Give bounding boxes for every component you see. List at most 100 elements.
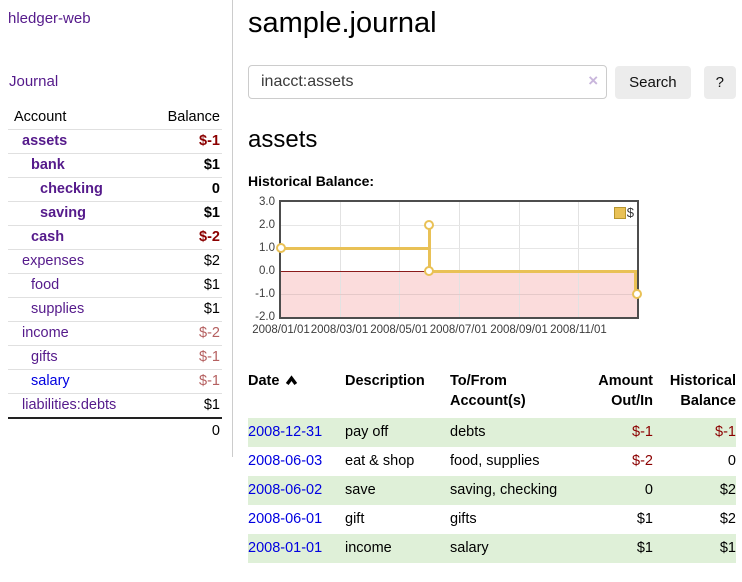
series-line: [281, 246, 430, 250]
transaction-amount: $-1: [632, 423, 653, 440]
page-title: sample.journal: [248, 7, 437, 39]
account-link-liabilities-debts[interactable]: liabilities:debts: [22, 397, 117, 413]
account-balance: $1: [145, 393, 222, 419]
x-tick: 2008/09/01: [490, 324, 548, 336]
register-row: 2008-12-31 pay off debts $-1 $-1: [248, 417, 736, 447]
search-input[interactable]: [248, 65, 608, 99]
x-tick: 2008/07/01: [429, 324, 488, 336]
register-header-date[interactable]: Date: [248, 369, 345, 418]
accounts-header-row: Account Balance: [8, 106, 222, 130]
register-row: 2008-06-02 save saving, checking 0 $2: [248, 475, 736, 505]
transaction-amount: $-2: [632, 452, 653, 469]
accounts-header-balance: Balance: [167, 109, 220, 125]
accounts-header-account: Account: [14, 109, 67, 125]
account-balance: 0: [145, 177, 222, 202]
transaction-date-link[interactable]: 2008-01-01: [248, 539, 323, 556]
transaction-balance: $-1: [715, 423, 736, 440]
chart-title: Historical Balance:: [248, 173, 375, 189]
transaction-description: gift: [345, 510, 365, 527]
gridline: [518, 202, 520, 317]
transaction-date-link[interactable]: 2008-06-02: [248, 481, 323, 498]
x-tick: 2008/01/01: [252, 324, 310, 336]
y-tick: 3.0: [259, 196, 275, 208]
transaction-date-link[interactable]: 2008-06-01: [248, 510, 323, 527]
register-header-tofrom: To/From Account(s): [450, 373, 526, 410]
account-link-saving[interactable]: saving: [40, 205, 86, 221]
account-row: food $1: [8, 273, 222, 298]
register-row: 2008-06-01 gift gifts $1 $2: [248, 505, 736, 534]
y-tick: -1.0: [255, 288, 275, 300]
clear-search-icon[interactable]: ×: [588, 71, 599, 90]
series-line: [427, 223, 431, 273]
y-tick: 1.0: [259, 242, 275, 254]
transaction-amount: 0: [644, 481, 653, 498]
account-balance: $-1: [145, 345, 222, 370]
search-form: × Search ?: [248, 65, 736, 99]
data-point: [276, 243, 286, 253]
account-balance: $1: [145, 297, 222, 322]
account-link-supplies[interactable]: supplies: [31, 301, 85, 317]
series-line: [429, 269, 637, 273]
account-link-food[interactable]: food: [31, 277, 60, 293]
transaction-accounts: debts: [450, 423, 486, 440]
transaction-accounts: saving, checking: [450, 481, 558, 498]
account-row: gifts $-1: [8, 345, 222, 370]
register-header-row: Date Description To/From Account(s) Amou…: [248, 369, 736, 418]
brand-link[interactable]: hledger-web: [8, 10, 91, 27]
sort-ascending-icon: [285, 372, 298, 392]
transaction-balance: $2: [719, 481, 736, 498]
transaction-accounts: food, supplies: [450, 452, 540, 469]
account-row: supplies $1: [8, 297, 222, 322]
gridline: [458, 202, 460, 317]
help-button[interactable]: ?: [703, 65, 736, 99]
account-link-cash[interactable]: cash: [31, 229, 65, 245]
search-button[interactable]: Search: [615, 65, 691, 99]
transaction-amount: $1: [636, 539, 653, 556]
gridline: [281, 294, 637, 295]
account-balance: $-2: [145, 321, 222, 346]
transaction-description: eat & shop: [345, 452, 415, 469]
account-row: salary $-1: [8, 369, 222, 394]
data-point: [424, 266, 435, 276]
gridline: [578, 202, 580, 317]
transaction-balance: 0: [727, 452, 736, 469]
account-balance: $-1: [145, 369, 222, 394]
main-content: sample.journal × Search ? assets Histori…: [248, 0, 736, 563]
register-header-amount: Amount Out/In: [598, 373, 653, 410]
chart-plot-area: $: [276, 200, 642, 319]
account-link-bank[interactable]: bank: [31, 157, 65, 173]
transaction-description: pay off: [345, 423, 389, 440]
account-balance: $1: [145, 273, 222, 298]
account-link-assets[interactable]: assets: [22, 133, 68, 149]
transaction-balance: $1: [719, 539, 736, 556]
transaction-amount: $1: [636, 510, 653, 527]
transaction-date-link[interactable]: 2008-06-03: [248, 452, 323, 469]
transaction-description: income: [345, 539, 392, 556]
account-balance: $-1: [145, 129, 222, 154]
account-link-expenses[interactable]: expenses: [22, 253, 85, 269]
account-link-gifts[interactable]: gifts: [31, 349, 58, 365]
account-row: income $-2: [8, 321, 222, 346]
account-balance: $2: [145, 249, 222, 274]
accounts-total-row: 0: [8, 418, 222, 443]
y-tick: 2.0: [259, 219, 275, 231]
transaction-accounts: salary: [450, 539, 489, 556]
date-header-label: Date: [248, 373, 280, 389]
register-header-description: Description: [345, 373, 425, 389]
account-heading: assets: [248, 126, 318, 153]
account-link-checking[interactable]: checking: [40, 181, 103, 197]
sidebar-item-journal[interactable]: Journal: [9, 73, 59, 90]
data-point: [424, 220, 435, 230]
account-balance: $1: [145, 153, 222, 178]
account-row: liabilities:debts $1: [8, 393, 222, 419]
account-link-salary[interactable]: salary: [31, 373, 70, 389]
balance-chart: 3.0 2.0 1.0 0.0 -1.0 -2.0: [248, 196, 678, 346]
series-line: [634, 269, 637, 296]
legend-label: $: [626, 205, 634, 220]
legend-swatch: [613, 206, 626, 219]
account-link-income[interactable]: income: [22, 325, 69, 341]
accounts-total: 0: [211, 423, 220, 439]
account-row: checking 0: [8, 177, 222, 202]
transaction-date-link[interactable]: 2008-12-31: [248, 423, 323, 440]
account-balance: $-2: [145, 225, 222, 250]
